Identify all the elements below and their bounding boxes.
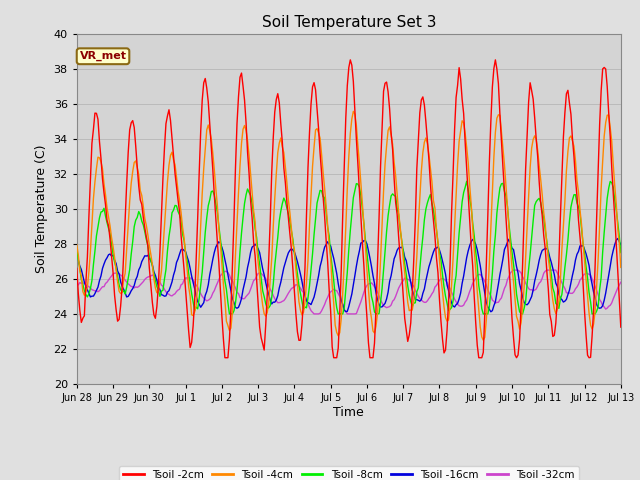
Text: VR_met: VR_met — [79, 51, 127, 61]
Legend: Tsoil -2cm, Tsoil -4cm, Tsoil -8cm, Tsoil -16cm, Tsoil -32cm: Tsoil -2cm, Tsoil -4cm, Tsoil -8cm, Tsoi… — [119, 466, 579, 480]
Title: Soil Temperature Set 3: Soil Temperature Set 3 — [262, 15, 436, 30]
Y-axis label: Soil Temperature (C): Soil Temperature (C) — [35, 144, 48, 273]
X-axis label: Time: Time — [333, 406, 364, 419]
